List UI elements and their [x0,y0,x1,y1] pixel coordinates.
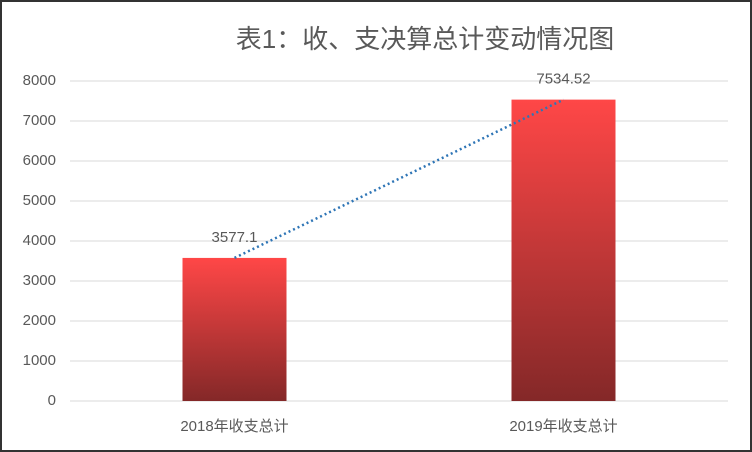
chart-title: 表1：收、支决算总计变动情况图 [236,24,614,54]
y-tick-label: 0 [48,392,56,409]
y-tick-label: 8000 [23,72,56,89]
trendline [233,98,565,260]
data-label: 3577.1 [212,229,258,246]
y-tick-label: 6000 [23,152,56,169]
data-label: 7534.52 [536,71,590,88]
bar [511,99,616,401]
x-tick-label: 2018年收支总计 [180,418,288,435]
y-tick-label: 3000 [23,272,56,289]
bar [182,257,287,401]
x-tick-label: 2019年收支总计 [509,418,617,435]
y-tick-label: 2000 [23,312,56,329]
y-tick-label: 5000 [23,192,56,209]
y-tick-label: 4000 [23,232,56,249]
y-tick-label: 7000 [23,112,56,129]
y-tick-label: 1000 [23,352,56,369]
